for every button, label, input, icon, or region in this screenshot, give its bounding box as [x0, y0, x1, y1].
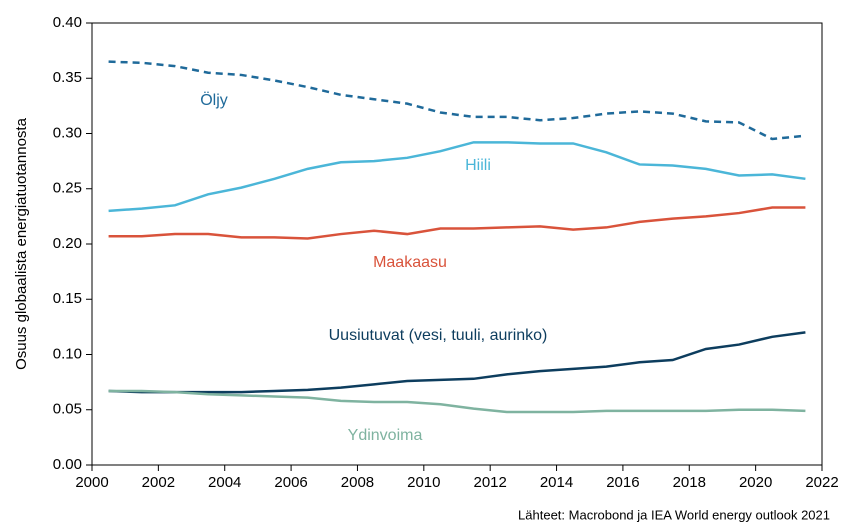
y-tick-label: 0.30 — [53, 124, 82, 141]
series-line — [108, 331, 806, 394]
y-tick-label: 0.40 — [53, 14, 82, 31]
x-tick-label: 2004 — [208, 474, 241, 491]
series-line — [108, 206, 806, 240]
series-label: Uusiutuvat (vesi, tuuli, aurinko) — [329, 327, 548, 344]
x-tick-label: 2022 — [805, 474, 838, 491]
series-label: Hiili — [465, 157, 491, 174]
y-tick-label: 0.00 — [53, 456, 82, 473]
x-tick-label: 2018 — [673, 474, 706, 491]
series-line — [108, 389, 806, 414]
x-tick-label: 2008 — [341, 474, 374, 491]
y-tick-label: 0.35 — [53, 69, 82, 86]
x-tick-label: 2000 — [75, 474, 108, 491]
plot-frame — [91, 22, 823, 466]
x-tick-label: 2012 — [473, 474, 506, 491]
series-label: Öljy — [200, 91, 228, 109]
x-tick-label: 2014 — [540, 474, 573, 491]
series-label: Maakaasu — [373, 254, 447, 271]
y-tick-label: 0.05 — [53, 401, 82, 418]
x-tick-label: 2020 — [739, 474, 772, 491]
y-axis-label: Osuus globaalista energiatuotannosta — [13, 117, 30, 370]
series-line — [108, 141, 806, 213]
series-label: Ydinvoima — [348, 427, 423, 444]
x-tick-label: 2006 — [274, 474, 307, 491]
x-tick-label: 2002 — [142, 474, 175, 491]
y-tick-label: 0.25 — [53, 180, 82, 197]
source-note: Lähteet: Macrobond ja IEA World energy o… — [518, 507, 830, 522]
series-line — [108, 60, 806, 141]
x-tick-label: 2016 — [606, 474, 639, 491]
y-tick-label: 0.10 — [53, 345, 82, 362]
y-tick-label: 0.15 — [53, 290, 82, 307]
y-tick-label: 0.20 — [53, 235, 82, 252]
x-tick-label: 2010 — [407, 474, 440, 491]
